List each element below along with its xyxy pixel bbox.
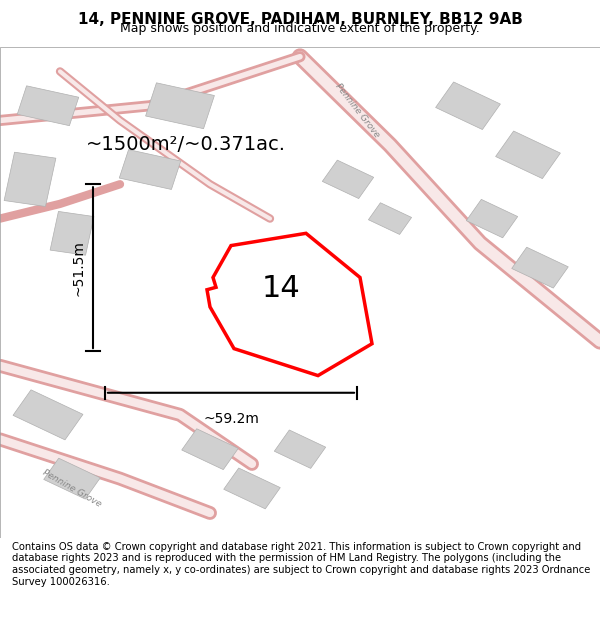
Bar — [368, 202, 412, 234]
Text: 14, PENNINE GROVE, PADIHAM, BURNLEY, BB12 9AB: 14, PENNINE GROVE, PADIHAM, BURNLEY, BB1… — [77, 12, 523, 27]
Bar — [50, 211, 94, 255]
Bar — [290, 252, 334, 284]
Text: ~1500m²/~0.371ac.: ~1500m²/~0.371ac. — [86, 136, 286, 154]
Bar — [44, 458, 100, 499]
Bar — [146, 83, 214, 129]
Bar — [224, 468, 280, 509]
Text: Contains OS data © Crown copyright and database right 2021. This information is : Contains OS data © Crown copyright and d… — [12, 542, 590, 587]
Bar — [436, 82, 500, 129]
Text: Map shows position and indicative extent of the property.: Map shows position and indicative extent… — [120, 22, 480, 35]
Bar — [17, 86, 79, 126]
Bar — [182, 429, 238, 469]
Bar — [322, 160, 374, 199]
Text: Pennine Grove: Pennine Grove — [41, 468, 103, 509]
Text: 14: 14 — [262, 274, 301, 303]
Bar — [512, 248, 568, 288]
Text: ~51.5m: ~51.5m — [71, 240, 85, 296]
Bar — [496, 131, 560, 179]
Text: Pennine Grove: Pennine Grove — [333, 82, 381, 139]
Polygon shape — [207, 233, 372, 376]
Bar — [466, 199, 518, 238]
Bar — [4, 152, 56, 206]
Text: ~59.2m: ~59.2m — [203, 412, 259, 426]
Bar — [119, 149, 181, 189]
Bar — [274, 430, 326, 468]
Bar — [13, 390, 83, 440]
